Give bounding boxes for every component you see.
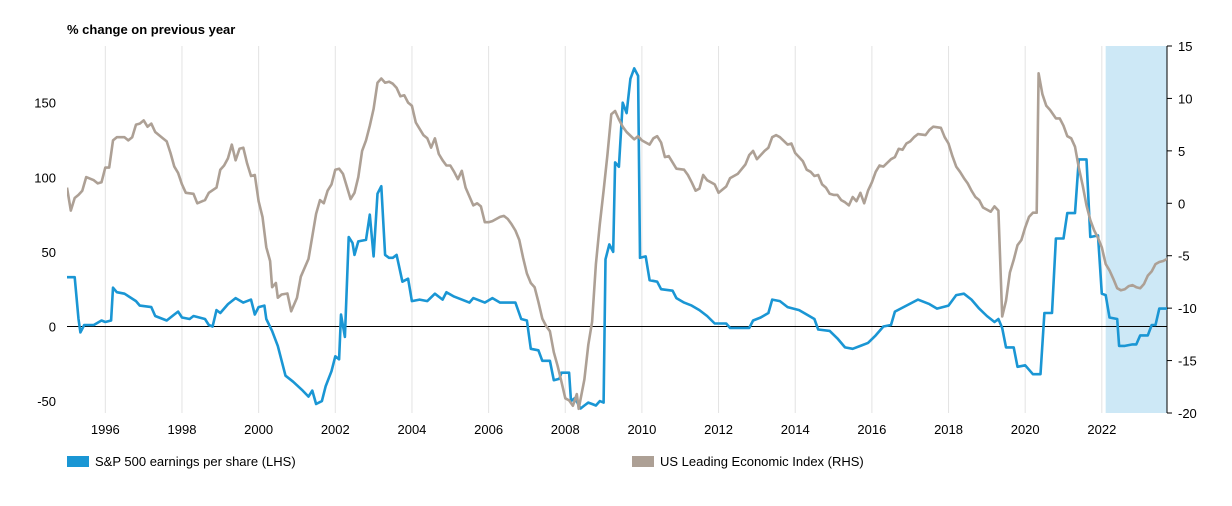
- right-axis-tick-label: -20: [1178, 406, 1197, 421]
- x-tick-label: 2014: [781, 422, 810, 437]
- x-tick-label: 1998: [168, 422, 197, 437]
- tick-label-layer: 1996 1998 2000 2002 2004 2006 2008 2010 2012 2014…: [34, 39, 1197, 437]
- right-axis-tick-label: 10: [1178, 91, 1192, 106]
- chart-subtitle: % change on previous year: [67, 22, 236, 37]
- left-axis-tick-label: 150: [34, 96, 56, 111]
- right-axis-tick-label: 15: [1178, 39, 1192, 54]
- x-tick-label: 2006: [474, 422, 503, 437]
- lei-legend-swatch: [632, 456, 654, 467]
- x-tick-label: 2008: [551, 422, 580, 437]
- series-layer: [67, 67, 1167, 411]
- right-axis-tick-label: -15: [1178, 354, 1197, 369]
- legend-label-eps: S&P 500 earnings per share (LHS): [95, 454, 296, 469]
- legend-label-lei: US Leading Economic Index (RHS): [660, 454, 864, 469]
- x-tick-label: 2010: [627, 422, 656, 437]
- grid-layer: [104, 46, 1103, 413]
- right-axis-tick-label: -5: [1178, 249, 1190, 264]
- x-tick-label: 2018: [934, 422, 963, 437]
- eps-series-line: [67, 67, 1167, 410]
- left-axis-tick-label: -50: [37, 394, 56, 409]
- x-tick-label: 2002: [321, 422, 350, 437]
- right-axis-tick-label: 0: [1178, 196, 1185, 211]
- lei-series-line: [67, 72, 1167, 411]
- legend-item-lei: US Leading Economic Index (RHS): [632, 454, 864, 469]
- x-tick-label: 2012: [704, 422, 733, 437]
- x-tick-label: 2004: [397, 422, 426, 437]
- right-axis-tick-label: 5: [1178, 144, 1185, 159]
- forecast-shaded-region: [1105, 46, 1167, 413]
- left-axis-tick-label: 100: [34, 170, 56, 185]
- x-tick-label: 2020: [1011, 422, 1040, 437]
- x-tick-label: 1996: [91, 422, 120, 437]
- x-tick-label: 2016: [857, 422, 886, 437]
- shaded-region-layer: [1105, 46, 1167, 413]
- x-tick-label: 2000: [244, 422, 273, 437]
- left-axis-tick-label: 50: [42, 245, 56, 260]
- left-axis-tick-label: 0: [49, 319, 56, 334]
- x-tick-label: 2022: [1087, 422, 1116, 437]
- legend-item-eps: S&P 500 earnings per share (LHS): [67, 454, 296, 469]
- right-axis-tick-label: -10: [1178, 301, 1197, 316]
- eps-legend-swatch: [67, 456, 89, 467]
- axis-layer: [1166, 45, 1172, 414]
